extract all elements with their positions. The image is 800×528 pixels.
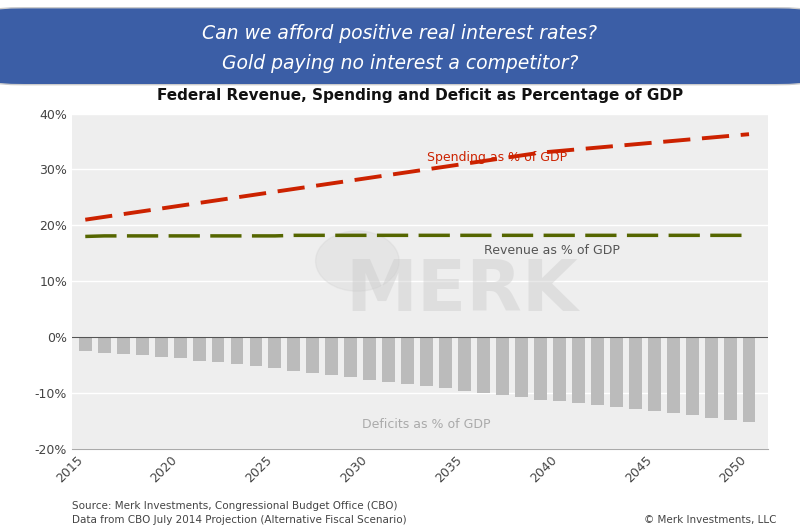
Bar: [382, 337, 395, 382]
Bar: [79, 337, 92, 351]
Text: Can we afford positive real interest rates?: Can we afford positive real interest rat…: [202, 24, 598, 43]
Bar: [439, 337, 452, 389]
Bar: [287, 337, 300, 371]
Bar: [515, 337, 528, 398]
Bar: [686, 337, 698, 415]
Bar: [402, 337, 414, 384]
Bar: [344, 337, 358, 378]
Bar: [326, 337, 338, 375]
Bar: [458, 337, 471, 391]
Bar: [174, 337, 186, 359]
Bar: [496, 337, 509, 395]
Bar: [724, 337, 737, 420]
Bar: [154, 337, 167, 356]
Text: Revenue as % of GDP: Revenue as % of GDP: [483, 244, 619, 257]
Bar: [306, 337, 319, 373]
Bar: [534, 337, 547, 400]
Title: Federal Revenue, Spending and Deficit as Percentage of GDP: Federal Revenue, Spending and Deficit as…: [157, 88, 683, 102]
Bar: [420, 337, 433, 386]
Bar: [250, 337, 262, 366]
Bar: [572, 337, 585, 403]
Text: Deficits as % of GDP: Deficits as % of GDP: [362, 418, 491, 431]
Text: Gold paying no interest a competitor?: Gold paying no interest a competitor?: [222, 54, 578, 73]
Bar: [98, 337, 110, 353]
Ellipse shape: [315, 231, 399, 291]
Bar: [230, 337, 243, 364]
Bar: [742, 337, 755, 422]
Bar: [117, 337, 130, 354]
Text: Spending as % of GDP: Spending as % of GDP: [426, 151, 566, 164]
Bar: [666, 337, 680, 413]
Bar: [211, 337, 225, 362]
Text: Source: Merk Investments, Congressional Budget Office (CBO)
Data from CBO July 2: Source: Merk Investments, Congressional …: [72, 502, 406, 525]
Bar: [269, 337, 282, 369]
Bar: [648, 337, 661, 411]
Bar: [363, 337, 376, 380]
Text: MERK: MERK: [346, 257, 578, 326]
Bar: [136, 337, 149, 355]
Bar: [610, 337, 622, 407]
FancyBboxPatch shape: [0, 8, 800, 84]
Bar: [591, 337, 604, 404]
Bar: [553, 337, 566, 401]
Bar: [705, 337, 718, 418]
Bar: [629, 337, 642, 409]
Text: © Merk Investments, LLC: © Merk Investments, LLC: [643, 515, 776, 525]
Bar: [477, 337, 490, 393]
Bar: [193, 337, 206, 361]
